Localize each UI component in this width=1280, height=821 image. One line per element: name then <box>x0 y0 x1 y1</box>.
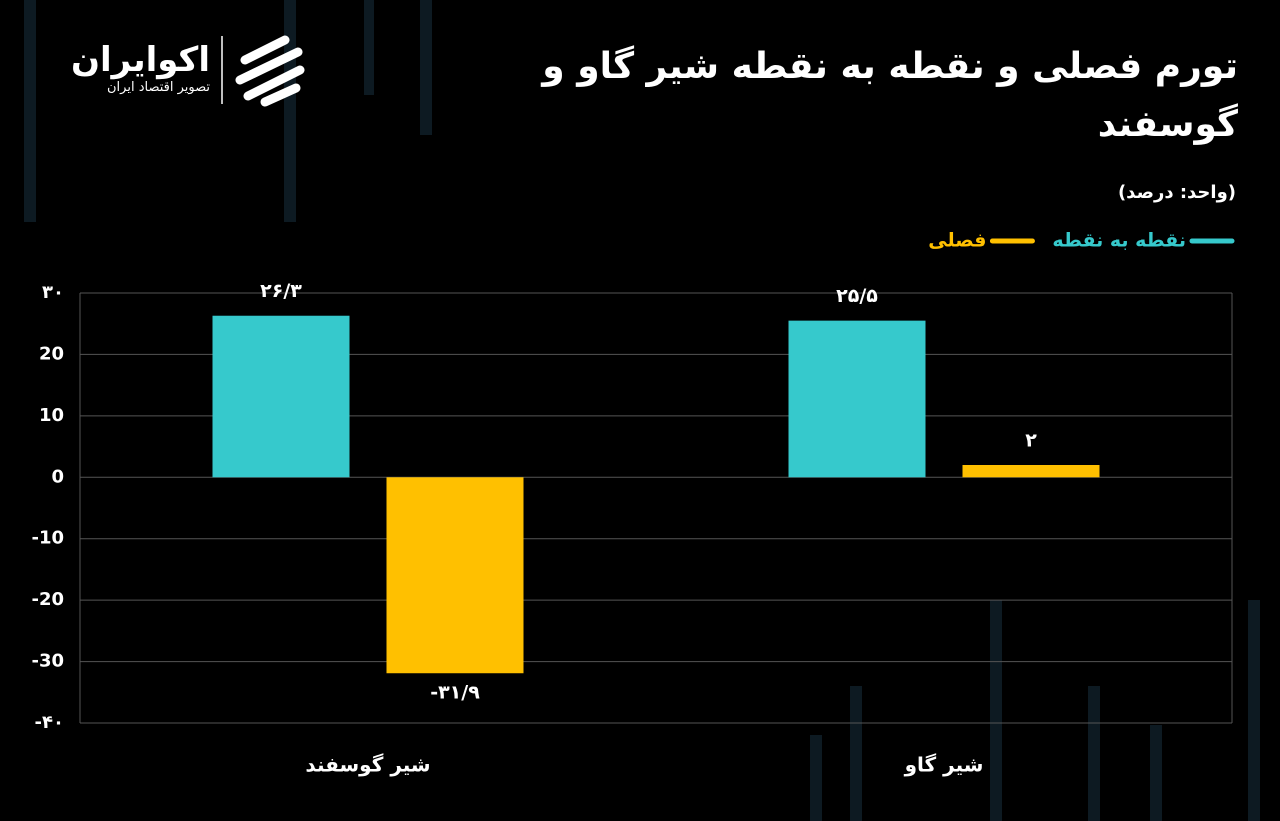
brand-tagline: تصویر اقتصاد ایران <box>107 80 210 95</box>
bar <box>788 320 926 478</box>
value-label: -۳۱/۹ <box>430 682 480 704</box>
y-tick-label: -۴۰ <box>35 712 64 733</box>
y-tick-label: -30 <box>31 651 64 672</box>
brand-name: اکوایران <box>71 40 210 80</box>
value-label: ۲۶/۳ <box>260 280 302 302</box>
value-label: ۲ <box>1025 430 1037 452</box>
x-tick-label: شیر گوسفند <box>305 753 430 777</box>
chart-subtitle: (واحد: درصد) <box>1117 182 1236 203</box>
y-tick-label: -20 <box>31 589 64 610</box>
bar <box>212 315 350 478</box>
x-tick-label: شیر گاو <box>904 753 984 777</box>
value-label: ۲۵/۵ <box>836 285 878 307</box>
brand: اکوایران تصویر اقتصاد ایران <box>50 40 210 95</box>
brand-logo <box>235 35 305 107</box>
y-tick-label: -10 <box>31 528 64 549</box>
y-tick-label: 10 <box>39 405 64 426</box>
legend-label: فصلی <box>928 230 986 252</box>
y-tick-label: 20 <box>39 343 64 364</box>
y-tick-label: 0 <box>51 466 64 487</box>
y-tick-label: ۳۰ <box>42 282 64 303</box>
legend-label: نقطه به نقطه <box>1052 230 1186 252</box>
bar <box>386 477 524 674</box>
bar <box>962 465 1100 478</box>
chart-title: تورم فصلی و نقطه به نقطه شیر گاو و گوسفن… <box>542 46 1238 145</box>
